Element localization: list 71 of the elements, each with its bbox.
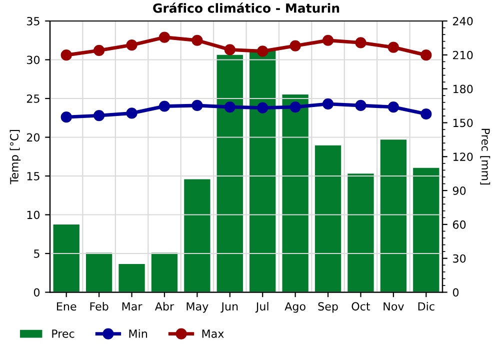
point xyxy=(388,101,399,113)
point xyxy=(60,112,72,123)
x-tick-label: Nov xyxy=(384,302,404,311)
bar xyxy=(348,174,374,292)
bar xyxy=(314,145,342,292)
x-tick-label: Oct xyxy=(352,302,370,311)
y2-tick-label: 60 xyxy=(453,220,466,229)
point xyxy=(290,101,301,113)
point xyxy=(355,37,366,48)
y-tick-label: 15 xyxy=(27,172,40,180)
y2-tick-label: 0 xyxy=(452,288,459,297)
legend-label: Min xyxy=(129,329,147,338)
point xyxy=(420,50,432,61)
bar xyxy=(216,54,243,292)
x-tick-label: Feb xyxy=(90,302,108,311)
y-tick-label: 10 xyxy=(27,210,40,220)
y-tick-label: 5 xyxy=(34,250,40,258)
chart-title: Gráfico climático - Maturin xyxy=(153,2,340,13)
bar xyxy=(53,224,80,292)
y-tick-label: 35 xyxy=(26,16,40,26)
y2-tick-label: 90 xyxy=(452,186,466,195)
point xyxy=(290,40,301,52)
x-tick-label: Jun xyxy=(220,302,238,313)
y-tick-label: 20 xyxy=(26,133,40,142)
x-tick-label: Sep xyxy=(318,302,338,313)
x-tick-label: Dic xyxy=(418,302,434,311)
y2-tick-label: 210 xyxy=(453,50,473,60)
point xyxy=(94,44,105,56)
bar xyxy=(250,49,276,292)
x-tick-label: Jul xyxy=(255,302,268,313)
y2-tick-label: 30 xyxy=(453,254,466,263)
bar xyxy=(118,264,145,292)
point xyxy=(126,39,138,51)
legend-label: Max xyxy=(202,330,224,338)
y2-tick-label: 240 xyxy=(453,16,473,26)
y2-tick-label: 120 xyxy=(453,152,473,162)
bar xyxy=(184,179,210,292)
point xyxy=(224,44,236,56)
point xyxy=(224,101,236,113)
y2-tick-label: 150 xyxy=(453,118,473,128)
x-tick-label: May xyxy=(186,302,208,313)
legend-label: Prec xyxy=(52,330,74,338)
y2-tick-label: 180 xyxy=(453,84,473,94)
bar xyxy=(151,252,178,292)
point xyxy=(420,108,432,120)
point xyxy=(126,108,138,119)
y2-axis-title: Prec [mm] xyxy=(480,128,490,184)
x-tick-label: Ene xyxy=(56,302,76,311)
point xyxy=(158,100,170,112)
point xyxy=(322,34,334,46)
point xyxy=(192,100,203,112)
point xyxy=(158,32,170,43)
y-tick-label: 25 xyxy=(26,94,40,103)
point xyxy=(257,102,268,114)
x-tick-label: Mar xyxy=(122,302,142,311)
x-tick-label: Abr xyxy=(154,302,174,311)
point xyxy=(257,46,268,57)
y-axis-title: Temp [°C] xyxy=(10,130,21,184)
point xyxy=(355,100,366,112)
point xyxy=(60,50,72,61)
point xyxy=(322,98,334,110)
point xyxy=(192,34,203,46)
point xyxy=(94,110,105,122)
bar xyxy=(86,252,112,292)
bar xyxy=(282,94,308,292)
x-tick-label: Ago xyxy=(284,302,306,313)
y-tick-label: 30 xyxy=(26,56,40,64)
bar xyxy=(413,168,440,292)
y-tick-label: 0 xyxy=(34,288,40,297)
bar xyxy=(380,140,407,292)
point xyxy=(388,42,399,53)
